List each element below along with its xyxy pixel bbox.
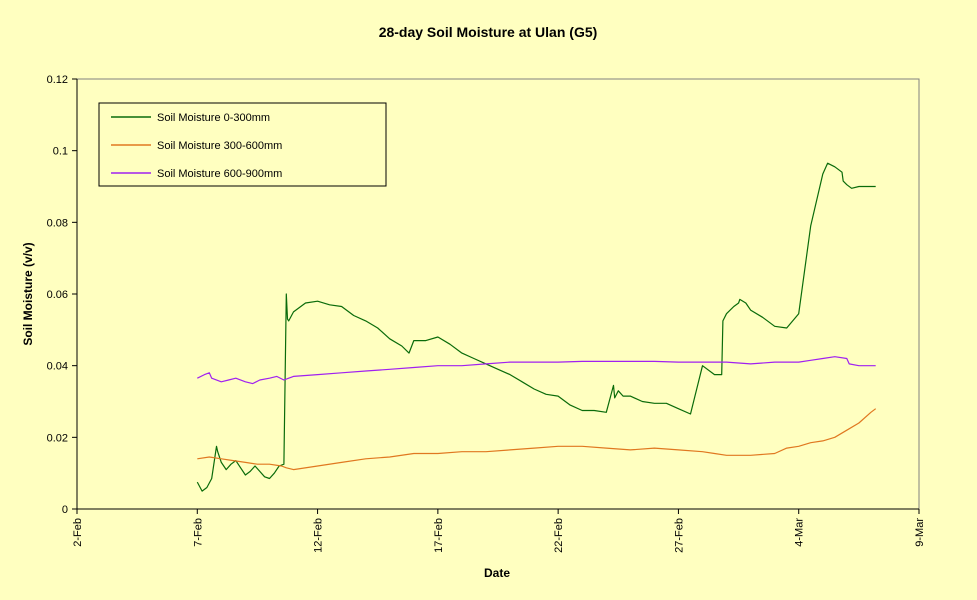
y-tick-label: 0.02: [47, 432, 68, 444]
series-line-2: [197, 356, 876, 385]
legend-label-1: Soil Moisture 300-600mm: [157, 140, 282, 152]
chart-title: 28-day Soil Moisture at Ulan (G5): [379, 24, 598, 40]
y-tick-label: 0.08: [47, 217, 68, 229]
x-tick-label: 22-Feb: [553, 518, 565, 553]
y-tick-label: 0.06: [47, 289, 68, 301]
y-axis: 0 0.02 0.04 0.06 0.08 0.1 0.12: [47, 74, 78, 516]
x-tick-label: 9-Mar: [914, 518, 926, 547]
x-tick-label: 7-Feb: [192, 518, 204, 547]
x-tick-label: 4-Mar: [794, 518, 806, 547]
x-tick-label: 17-Feb: [433, 518, 445, 553]
legend: Soil Moisture 0-300mm Soil Moisture 300-6…: [98, 102, 387, 187]
series-layer: [196, 162, 877, 492]
series-line-0: [196, 162, 876, 492]
x-axis-title: Date: [484, 566, 510, 580]
y-tick-label: 0.12: [47, 74, 68, 86]
x-axis: 2-Feb 7-Feb 12-Feb 17-Feb 22-Feb 27-Feb 4-Mar 9…: [72, 508, 926, 553]
x-tick-label: 2-Feb: [72, 518, 84, 547]
y-tick-label: 0.04: [47, 361, 68, 373]
x-tick-label: 27-Feb: [673, 518, 685, 553]
y-axis-title: Soil Moisture (v/v): [21, 242, 35, 345]
y-tick-label: 0: [62, 504, 68, 516]
legend-label-0: Soil Moisture 0-300mm: [157, 112, 270, 124]
series-line-1: [197, 408, 877, 471]
legend-label-2: Soil Moisture 600-900mm: [157, 168, 282, 180]
y-tick-label: 0.1: [53, 146, 68, 158]
x-tick-label: 12-Feb: [313, 518, 325, 553]
